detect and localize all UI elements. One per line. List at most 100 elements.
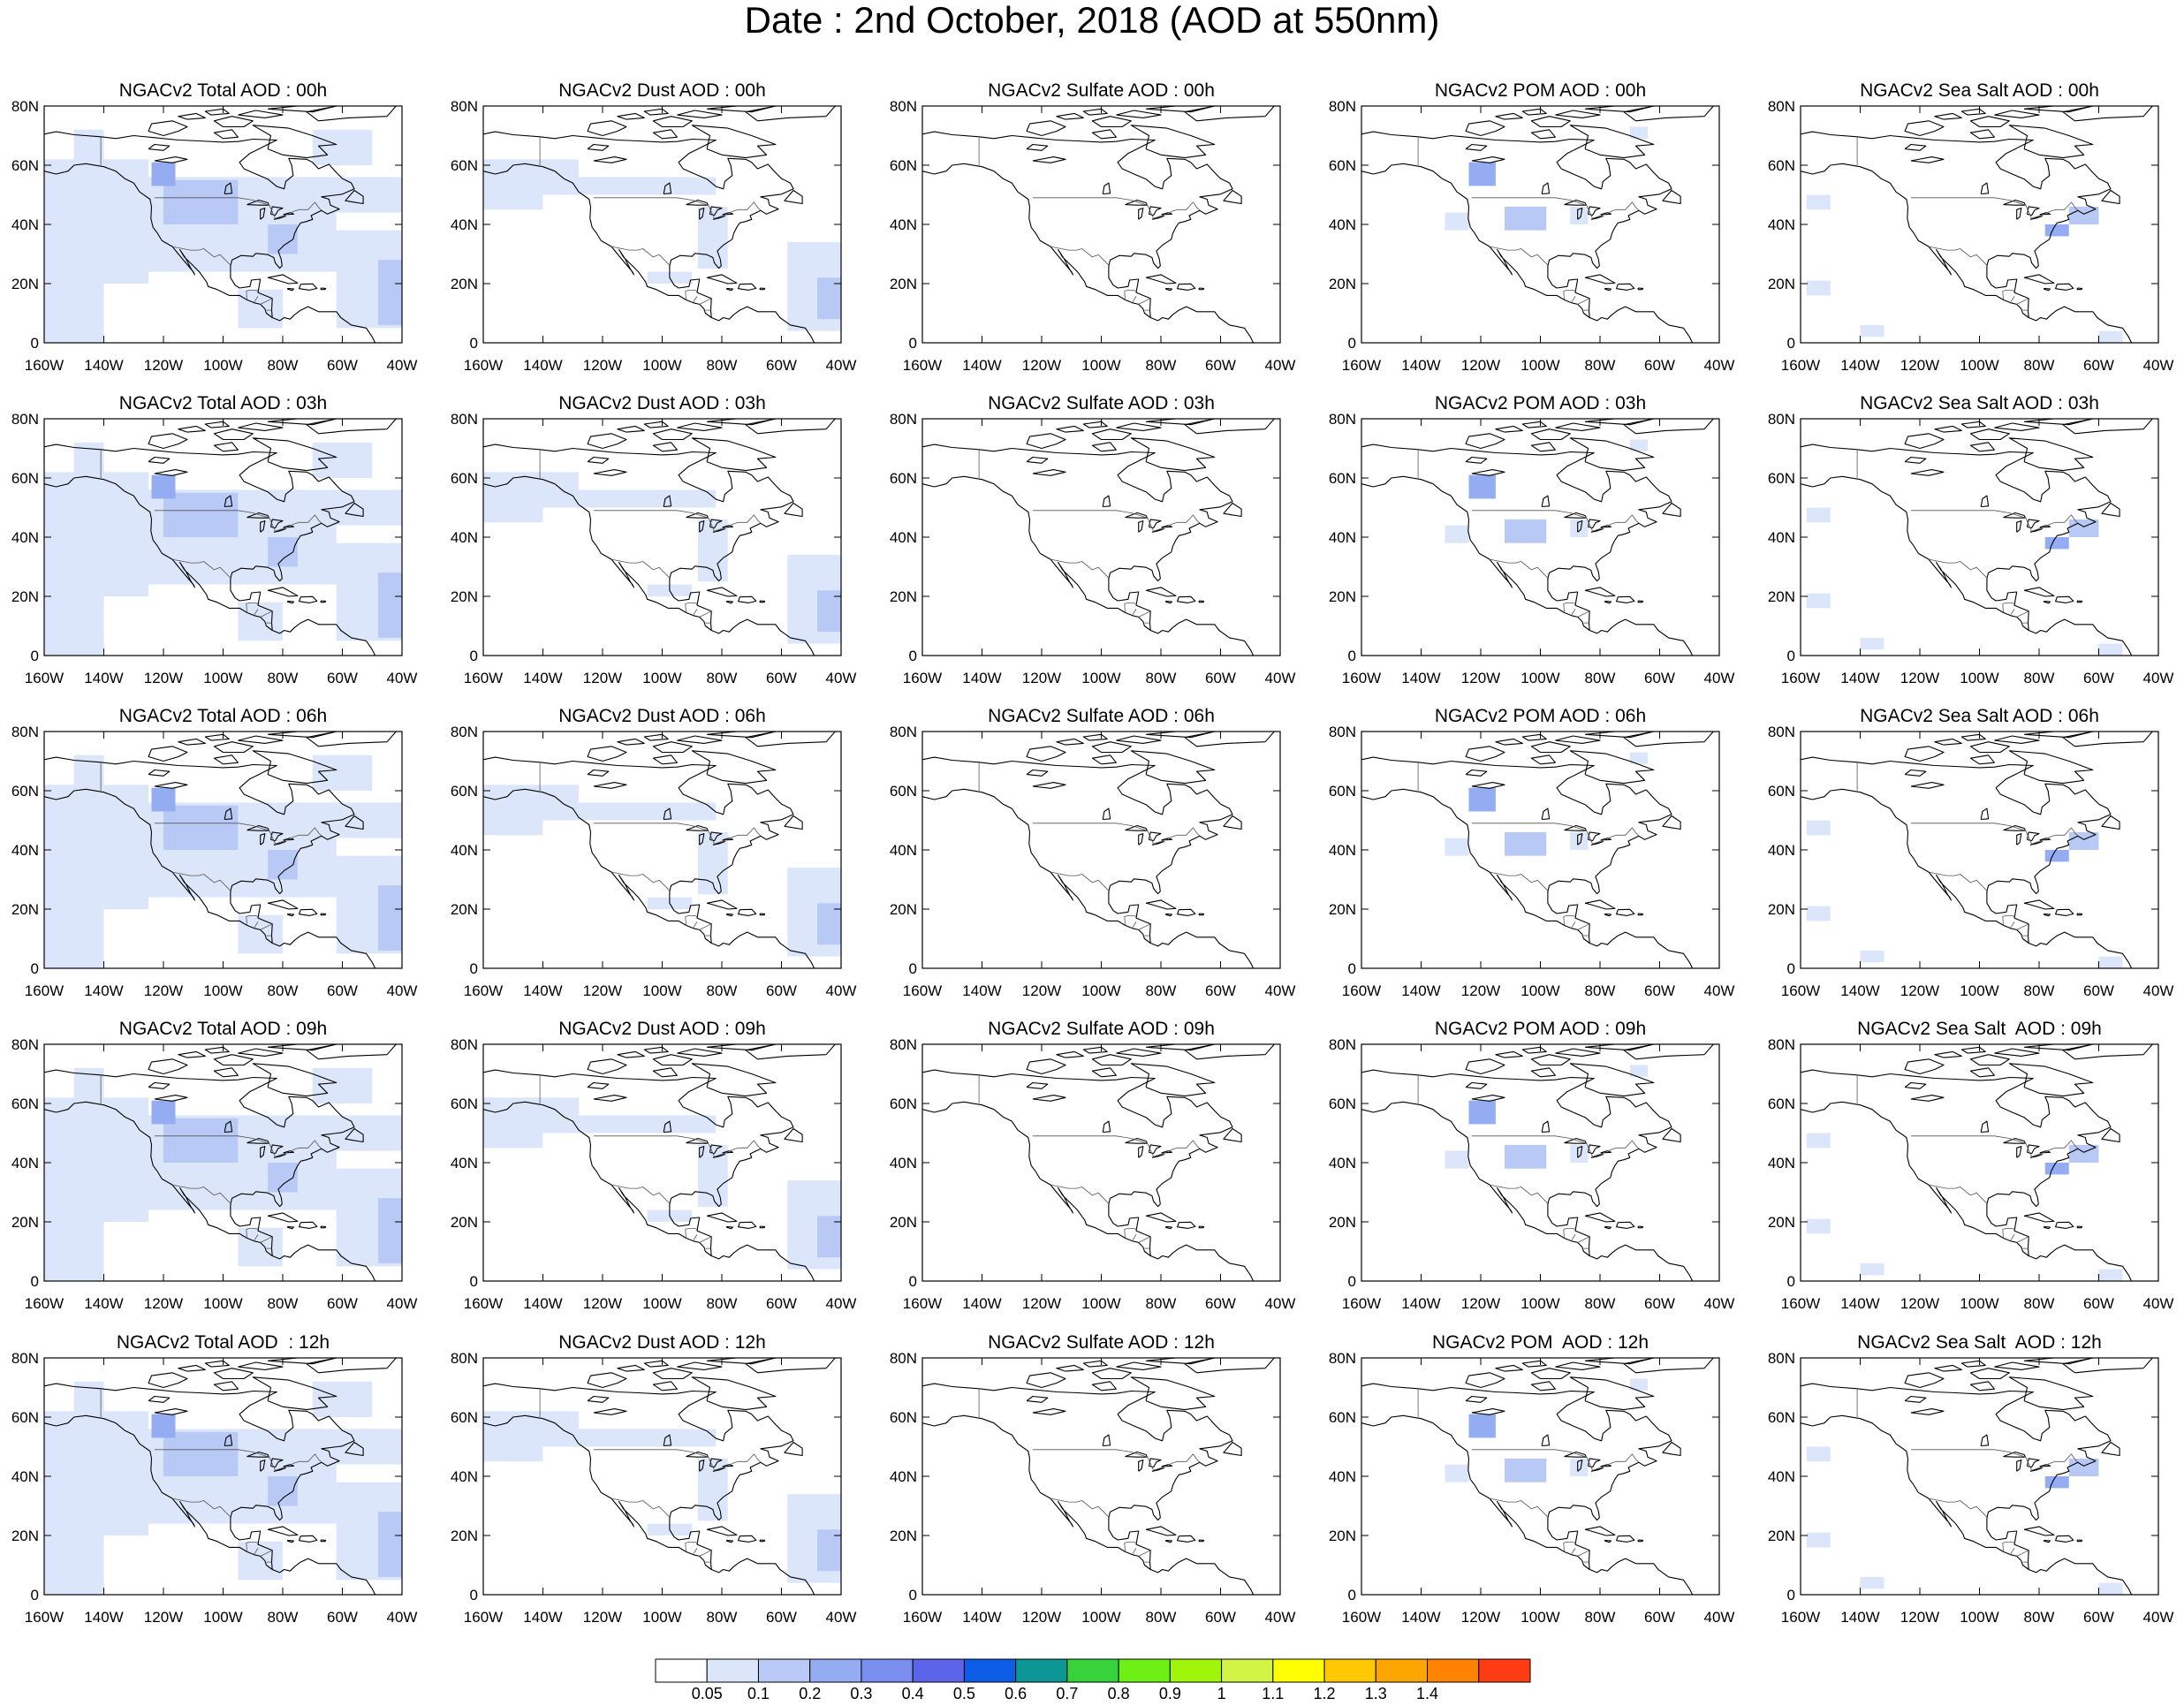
border-line <box>254 296 259 303</box>
x-tick-label: 120W <box>144 1295 183 1312</box>
axis-ticks: 160W 140W 120W 100W 80W 60W 40W 0 20N 40N 60N 80N <box>1768 98 2174 374</box>
island-outline <box>738 595 757 603</box>
aod-fill-cell <box>378 260 402 325</box>
lake-outline <box>1161 212 1173 216</box>
aod-fill-cell <box>1505 1144 1547 1169</box>
island-outline <box>1934 1050 1962 1058</box>
coastline-atlantic-arctic <box>43 1383 355 1570</box>
lake-outline <box>1904 769 1927 777</box>
border-line <box>1490 1497 1550 1519</box>
lake-outline <box>283 838 295 841</box>
y-tick-label: 20N <box>1329 901 1356 918</box>
border-line <box>1132 609 1137 616</box>
island-outline <box>1091 1381 1117 1391</box>
border-line <box>1124 1227 1137 1239</box>
lake-outline <box>1564 1137 1588 1144</box>
border-line <box>593 1135 762 1157</box>
coastline-pacific <box>1800 788 2133 969</box>
island-outline <box>267 587 299 597</box>
colorbar-label: 0.4 <box>902 1685 924 1702</box>
island-outline <box>213 442 239 452</box>
island-outline <box>1934 425 1962 433</box>
border-line <box>1471 1449 1640 1471</box>
lake-outline <box>1564 199 1588 206</box>
island-outline <box>1969 116 2010 128</box>
y-tick-label: 60N <box>1329 783 1356 800</box>
island-outline <box>2023 1212 2055 1223</box>
lake-outline <box>260 520 266 533</box>
border-line <box>1124 289 1137 300</box>
border-line <box>1571 609 1576 616</box>
y-tick-label: 60N <box>1768 783 1795 800</box>
y-tick-label: 40N <box>890 842 917 859</box>
island-outline <box>1465 120 1505 137</box>
map-outlines <box>43 731 397 969</box>
island-outline <box>745 1357 836 1374</box>
island-outline <box>1662 815 1681 830</box>
panel-title: NGACv2 Total AOD : 12h <box>116 1332 330 1353</box>
island-outline <box>1569 1376 1655 1411</box>
x-tick-label: 80W <box>1585 357 1616 374</box>
y-tick-label: 0 <box>909 1587 917 1604</box>
y-tick-label: 40N <box>1329 1155 1356 1171</box>
island-outline <box>2023 899 2055 910</box>
island-outline <box>691 125 777 159</box>
border-line <box>1577 298 1590 305</box>
map-outlines <box>1361 1357 1714 1596</box>
map-svg: 160W 140W 120W 100W 80W 60W 40W 0 20N 40N 60N 80N <box>1329 724 1735 999</box>
island-outline <box>1177 908 1196 916</box>
y-tick-label: 60N <box>451 157 478 174</box>
panel-title: NGACv2 POM AOD : 03h <box>1434 393 1647 413</box>
political-borders <box>978 1388 1201 1563</box>
island-outline <box>1082 1046 1108 1054</box>
x-tick-label: 140W <box>523 1295 562 1312</box>
lake-outline <box>154 1095 188 1102</box>
island-outline <box>1960 733 1986 741</box>
island-outline <box>1584 1212 1616 1223</box>
aod-fill-cell <box>2098 1582 2123 1595</box>
x-tick-label: 40W <box>826 357 857 374</box>
island-outline <box>652 116 693 128</box>
aod-fill-cell <box>2098 956 2123 968</box>
x-tick-label: 100W <box>1960 670 1998 686</box>
y-tick-label: 40N <box>451 1155 478 1171</box>
panel-title: NGACv2 Total AOD : 06h <box>118 706 328 726</box>
border-line <box>2002 1227 2015 1239</box>
lake-outline <box>1590 841 1604 845</box>
x-tick-label: 80W <box>2024 1609 2055 1626</box>
map-frame <box>921 418 1281 656</box>
island-outline <box>1198 913 1205 916</box>
x-tick-label: 100W <box>1081 670 1120 686</box>
map-outlines <box>921 105 1275 344</box>
island-outline <box>1184 1357 1275 1374</box>
island-outline <box>1584 587 1616 597</box>
lake-outline <box>1161 525 1173 528</box>
lake-outline <box>722 1464 734 1467</box>
colorbar-label: 0.2 <box>799 1685 821 1702</box>
y-tick-label: 40N <box>11 216 39 233</box>
island-outline <box>1616 595 1635 603</box>
x-tick-label: 140W <box>1401 1609 1440 1626</box>
x-tick-label: 100W <box>642 1609 681 1626</box>
x-tick-label: 160W <box>25 982 64 999</box>
island-outline <box>784 502 803 518</box>
island-outline <box>2024 731 2094 739</box>
lake-outline <box>1577 1146 1583 1158</box>
border-line <box>693 1234 698 1241</box>
island-outline <box>286 1225 295 1230</box>
island-outline <box>1555 735 1601 744</box>
map-frame <box>1800 418 2159 656</box>
lake-outline <box>722 838 734 841</box>
lake-outline <box>1910 1095 1945 1102</box>
border-line <box>1490 558 1550 580</box>
island-outline <box>2043 287 2051 292</box>
x-tick-label: 120W <box>1461 1609 1500 1626</box>
x-tick-label: 120W <box>1022 357 1061 374</box>
coastline-pacific <box>43 1101 376 1282</box>
border-line <box>1571 1234 1576 1241</box>
island-outline <box>1026 433 1066 450</box>
aod-fill-cell <box>579 1115 717 1134</box>
coastline-atlantic-arctic <box>921 444 1233 631</box>
map-svg: 160W 140W 120W 100W 80W 60W 40W 0 20N 40N 60N 80N <box>451 1036 857 1312</box>
aod-fill-cell <box>1505 519 1547 543</box>
